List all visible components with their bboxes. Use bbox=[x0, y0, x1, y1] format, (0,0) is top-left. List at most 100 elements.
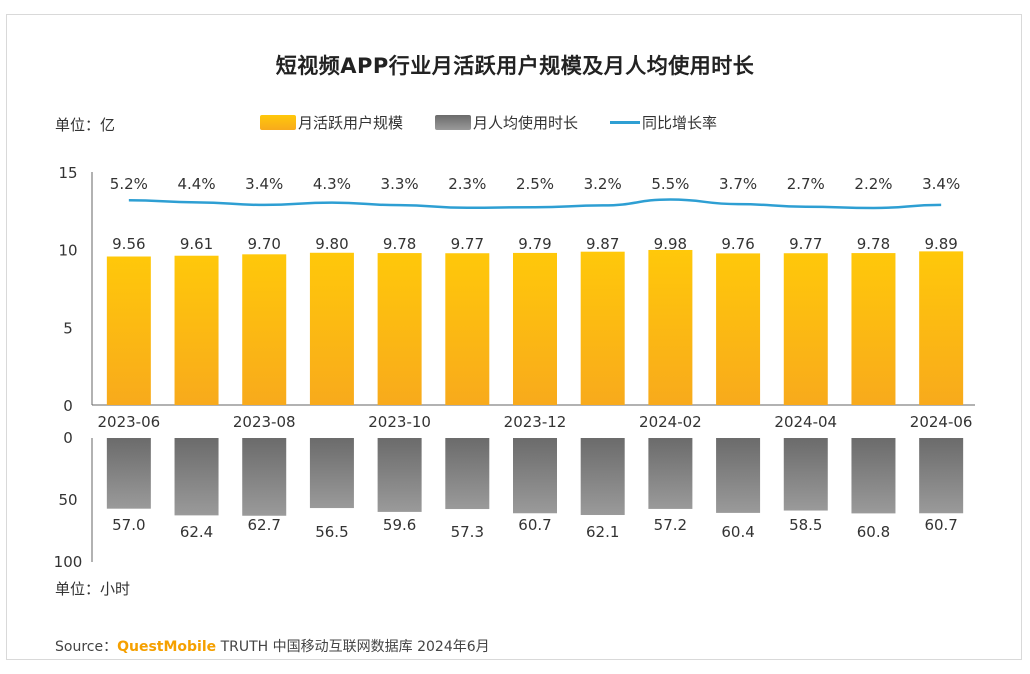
time-value-label: 58.5 bbox=[789, 516, 822, 534]
top-y-tick-label: 0 bbox=[63, 397, 73, 415]
growth-value-label: 3.7% bbox=[719, 175, 757, 193]
legend-label-growth: 同比增长率 bbox=[642, 114, 718, 132]
growth-value-label: 2.7% bbox=[787, 175, 825, 193]
bottom-unit-label: 单位：小时 bbox=[55, 580, 131, 598]
time-bar bbox=[513, 438, 557, 514]
time-value-label: 62.4 bbox=[180, 523, 213, 541]
time-value-label: 57.2 bbox=[654, 516, 687, 534]
mau-value-label: 9.77 bbox=[789, 235, 822, 253]
time-bar bbox=[851, 438, 896, 514]
mau-bar bbox=[242, 254, 287, 405]
source-suffix: TRUTH 中国移动互联网数据库 2024年6月 bbox=[216, 639, 490, 655]
growth-value-label: 4.3% bbox=[313, 175, 351, 193]
time-value-label: 62.7 bbox=[248, 516, 281, 534]
mau-bar bbox=[309, 252, 354, 405]
mau-bar bbox=[919, 251, 964, 405]
growth-line bbox=[128, 198, 942, 210]
bottom-y-tick-label: 100 bbox=[54, 553, 83, 571]
x-tick-label: 2023-08 bbox=[233, 413, 296, 431]
growth-line-path bbox=[128, 198, 942, 210]
x-tick-label: 2024-02 bbox=[639, 413, 702, 431]
legend-swatch-mau bbox=[260, 115, 296, 130]
growth-value-label: 5.2% bbox=[110, 175, 148, 193]
bottom-y-tick-label: 0 bbox=[63, 429, 73, 447]
mau-value-label: 9.78 bbox=[857, 235, 890, 253]
time-bar bbox=[309, 438, 354, 509]
legend: 月活跃用户规模 月人均使用时长 同比增长率 bbox=[260, 112, 749, 133]
growth-value-label: 2.3% bbox=[448, 175, 486, 193]
top-y-tick-label: 10 bbox=[58, 242, 77, 260]
time-bar bbox=[919, 438, 964, 514]
growth-value-label: 4.4% bbox=[177, 175, 215, 193]
mau-bar bbox=[513, 252, 557, 405]
time-bar bbox=[242, 438, 287, 516]
growth-value-label: 3.4% bbox=[245, 175, 283, 193]
time-value-label: 60.8 bbox=[857, 523, 890, 541]
time-bar bbox=[716, 438, 761, 513]
mau-value-label: 9.98 bbox=[654, 235, 687, 253]
chart-title: 短视频APP行业月活跃用户规模及月人均使用时长 bbox=[275, 54, 755, 78]
growth-value-label: 3.2% bbox=[584, 175, 622, 193]
growth-value-label: 2.2% bbox=[854, 175, 892, 193]
mau-bar bbox=[783, 253, 828, 405]
x-tick-label: 2024-06 bbox=[910, 413, 973, 431]
legend-item-mau: 月活跃用户规模 bbox=[260, 112, 403, 133]
mau-value-label: 9.80 bbox=[315, 235, 348, 253]
growth-value-label: 2.5% bbox=[516, 175, 554, 193]
time-value-label: 59.6 bbox=[383, 516, 416, 534]
legend-label-mau: 月活跃用户规模 bbox=[298, 114, 404, 132]
growth-value-label: 3.3% bbox=[381, 175, 419, 193]
mau-value-label: 9.79 bbox=[518, 235, 551, 253]
growth-value-label: 3.4% bbox=[922, 175, 960, 193]
legend-item-time: 月人均使用时长 bbox=[435, 112, 578, 133]
time-bar bbox=[580, 438, 625, 516]
time-value-label: 56.5 bbox=[315, 523, 348, 541]
mau-value-label: 9.89 bbox=[924, 235, 957, 253]
legend-swatch-growth bbox=[610, 121, 641, 124]
growth-value-label: 5.5% bbox=[651, 175, 689, 193]
time-value-label: 62.1 bbox=[586, 523, 619, 541]
source-brand: QuestMobile bbox=[117, 639, 217, 655]
mau-bar bbox=[716, 253, 761, 405]
source-note: Source：QuestMobile TRUTH 中国移动互联网数据库 2024… bbox=[55, 636, 490, 656]
mau-value-label: 9.70 bbox=[248, 235, 281, 253]
mau-value-label: 9.76 bbox=[721, 235, 754, 253]
mau-value-label: 9.61 bbox=[180, 235, 213, 253]
legend-swatch-time bbox=[435, 115, 472, 130]
time-value-label: 60.4 bbox=[721, 523, 754, 541]
mau-bars bbox=[106, 249, 964, 405]
time-value-label: 57.0 bbox=[112, 516, 145, 534]
x-tick-label: 2023-06 bbox=[98, 413, 161, 431]
bottom-y-tick-label: 50 bbox=[58, 491, 77, 509]
time-value-label: 57.3 bbox=[451, 523, 484, 541]
mau-value-label: 9.56 bbox=[112, 235, 145, 253]
x-tick-label: 2023-12 bbox=[504, 413, 567, 431]
mau-bar bbox=[648, 249, 693, 405]
top-y-tick-label: 15 bbox=[58, 164, 77, 182]
x-tick-label: 2024-04 bbox=[774, 413, 837, 431]
mau-value-label: 9.77 bbox=[451, 235, 484, 253]
time-value-label: 60.7 bbox=[518, 516, 551, 534]
time-bar bbox=[377, 438, 422, 512]
time-value-label: 60.7 bbox=[924, 516, 957, 534]
mau-bar bbox=[580, 251, 625, 405]
mau-bar bbox=[377, 253, 422, 405]
top-y-tick-label: 5 bbox=[63, 319, 73, 337]
time-bar bbox=[174, 438, 219, 516]
top-unit-label: 单位：亿 bbox=[55, 116, 116, 134]
mau-bar bbox=[851, 253, 896, 405]
time-bar bbox=[445, 438, 490, 510]
time-bars bbox=[106, 438, 964, 516]
data-labels: 9.56 57.0 5.2% 9.61 62.4 4.4% 9.70 62.7 3.4% 9.80… bbox=[110, 175, 960, 541]
mau-bar bbox=[445, 253, 490, 405]
mau-value-label: 9.78 bbox=[383, 235, 416, 253]
x-tick-label: 2023-10 bbox=[368, 413, 431, 431]
source-prefix: Source： bbox=[55, 639, 118, 655]
legend-label-time: 月人均使用时长 bbox=[473, 114, 579, 132]
time-bar bbox=[648, 438, 693, 509]
mau-value-label: 9.87 bbox=[586, 235, 619, 253]
mau-bar bbox=[174, 255, 219, 405]
legend-item-growth: 同比增长率 bbox=[610, 112, 717, 133]
time-bar bbox=[783, 438, 828, 511]
